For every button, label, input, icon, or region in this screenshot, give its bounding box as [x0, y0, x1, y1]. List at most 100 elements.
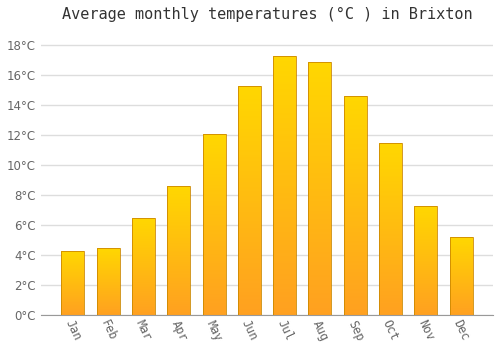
Bar — [238, 217, 261, 219]
Bar — [273, 74, 296, 76]
Bar — [308, 133, 332, 135]
Bar — [414, 247, 437, 248]
Bar — [273, 284, 296, 287]
Bar — [379, 308, 402, 310]
Bar — [238, 180, 261, 182]
Bar — [202, 196, 226, 197]
Bar — [450, 247, 472, 248]
Bar — [62, 273, 84, 274]
Bar — [132, 220, 155, 221]
Bar — [308, 201, 332, 204]
Bar — [308, 115, 332, 118]
Bar — [202, 175, 226, 177]
Bar — [238, 86, 261, 88]
Bar — [238, 228, 261, 230]
Bar — [273, 310, 296, 313]
Bar — [132, 249, 155, 250]
Bar — [238, 237, 261, 240]
Bar — [132, 292, 155, 293]
Bar — [308, 173, 332, 176]
Bar — [202, 192, 226, 194]
Bar — [308, 69, 332, 72]
Bar — [414, 254, 437, 255]
Bar — [379, 217, 402, 219]
Bar — [273, 128, 296, 131]
Bar — [97, 266, 120, 267]
Bar — [450, 237, 472, 315]
Bar — [62, 268, 84, 269]
Bar — [62, 286, 84, 287]
Bar — [202, 234, 226, 236]
Bar — [238, 182, 261, 184]
Bar — [414, 207, 437, 208]
Bar — [273, 120, 296, 123]
Bar — [414, 240, 437, 241]
Bar — [97, 298, 120, 299]
Bar — [308, 300, 332, 303]
Bar — [168, 286, 190, 287]
Bar — [97, 262, 120, 263]
Bar — [168, 260, 190, 261]
Bar — [344, 265, 366, 267]
Bar — [308, 206, 332, 209]
Bar — [168, 273, 190, 274]
Bar — [414, 250, 437, 251]
Bar — [238, 288, 261, 290]
Bar — [168, 246, 190, 247]
Bar — [168, 186, 190, 188]
Bar — [97, 270, 120, 271]
Bar — [202, 172, 226, 174]
Bar — [379, 143, 402, 315]
Bar — [132, 245, 155, 246]
Bar — [168, 313, 190, 314]
Bar — [202, 290, 226, 292]
Bar — [132, 255, 155, 256]
Bar — [168, 208, 190, 210]
Bar — [344, 184, 366, 186]
Bar — [414, 296, 437, 297]
Bar — [414, 214, 437, 215]
Bar — [450, 267, 472, 268]
Bar — [344, 116, 366, 118]
Bar — [238, 233, 261, 235]
Bar — [308, 92, 332, 94]
Bar — [379, 298, 402, 300]
Bar — [379, 282, 402, 284]
Bar — [273, 107, 296, 110]
Bar — [238, 201, 261, 203]
Bar — [132, 258, 155, 259]
Bar — [238, 246, 261, 249]
Bar — [132, 237, 155, 238]
Bar — [344, 230, 366, 232]
Bar — [344, 133, 366, 135]
Bar — [308, 254, 332, 257]
Bar — [450, 311, 472, 312]
Bar — [132, 308, 155, 309]
Bar — [168, 283, 190, 285]
Bar — [97, 299, 120, 300]
Bar — [132, 218, 155, 315]
Bar — [344, 195, 366, 197]
Bar — [308, 234, 332, 237]
Bar — [450, 288, 472, 289]
Bar — [273, 58, 296, 61]
Bar — [168, 226, 190, 228]
Bar — [273, 56, 296, 58]
Bar — [62, 312, 84, 313]
Bar — [450, 276, 472, 277]
Bar — [414, 211, 437, 212]
Bar — [273, 214, 296, 217]
Bar — [97, 271, 120, 272]
Bar — [168, 281, 190, 282]
Bar — [238, 265, 261, 267]
Bar — [450, 253, 472, 254]
Bar — [344, 245, 366, 247]
Bar — [273, 71, 296, 74]
Bar — [202, 304, 226, 306]
Bar — [379, 295, 402, 296]
Bar — [238, 111, 261, 113]
Bar — [450, 262, 472, 263]
Bar — [97, 254, 120, 255]
Bar — [238, 253, 261, 256]
Bar — [379, 198, 402, 200]
